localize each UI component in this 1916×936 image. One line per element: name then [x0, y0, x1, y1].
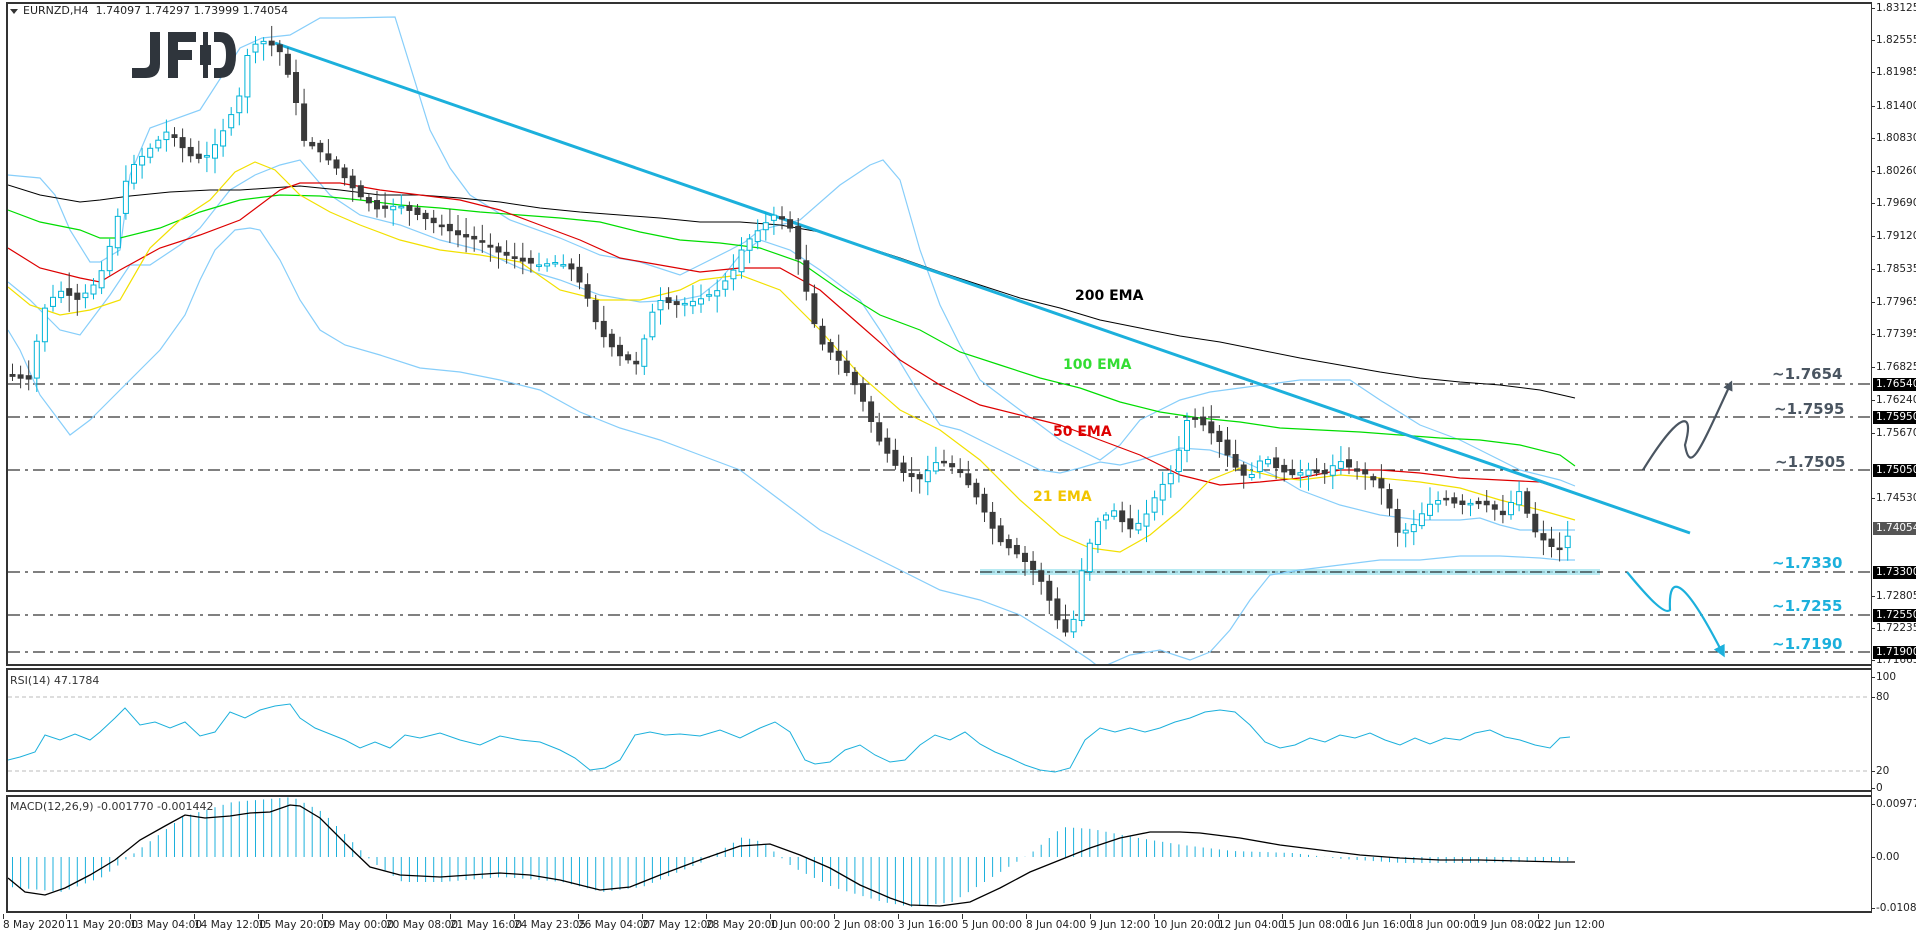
price-tick: 1.80830	[1870, 132, 1916, 144]
time-tick: 14 May 12:00	[194, 914, 267, 931]
time-tick: 3 Jun 16:00	[898, 914, 959, 931]
ohlc-values: 1.74097 1.74297 1.73999 1.74054	[95, 4, 289, 17]
ema21-label: 21 EMA	[1033, 489, 1092, 505]
time-tick: 12 Jun 04:00	[1218, 914, 1285, 931]
price-tick: 1.76240	[1870, 394, 1916, 406]
rsi-tick: 20	[1870, 765, 1890, 777]
level-price-label: 1.75950	[1873, 411, 1916, 424]
time-tick: 16 Jun 16:00	[1346, 914, 1413, 931]
price-tick: 1.72805	[1870, 590, 1916, 602]
ema50-label: 50 EMA	[1053, 424, 1112, 440]
resistance-2-label: ~1.7595	[1774, 400, 1845, 418]
price-tick: 1.77965	[1870, 296, 1916, 308]
time-tick: 1 Jun 00:00	[770, 914, 831, 931]
candlesticks	[9, 25, 1571, 638]
macd-tick: -0.010821	[1871, 902, 1916, 914]
price-tick: 1.83125	[1870, 2, 1916, 14]
macd-label: MACD(12,26,9) -0.001770 -0.001442	[10, 800, 214, 813]
time-tick: 21 May 16:00	[450, 914, 523, 931]
support-1-label: ~1.7330	[1772, 554, 1843, 572]
time-tick: 28 May 20:00	[706, 914, 779, 931]
time-tick: 10 Jun 20:00	[1154, 914, 1221, 931]
bearish-scenario-arrow	[1626, 571, 1725, 658]
price-axis-line	[1871, 2, 1872, 913]
time-tick: 2 Jun 08:00	[834, 914, 895, 931]
time-tick: 13 May 04:00	[130, 914, 203, 931]
price-tick: 1.81985	[1870, 66, 1916, 78]
time-tick: 20 May 08:00	[386, 914, 459, 931]
time-tick: 9 Jun 12:00	[1090, 914, 1151, 931]
time-tick: 15 May 20:00	[258, 914, 331, 931]
level-price-label: 1.72550	[1873, 609, 1916, 622]
level-price-label: 1.71900	[1873, 646, 1916, 659]
level-price-label: 1.73300	[1873, 566, 1916, 579]
symbol-label: EURNZD,H4	[23, 4, 89, 17]
time-tick: 22 Jun 12:00	[1538, 914, 1605, 931]
resistance-1-label: ~1.7654	[1772, 365, 1843, 383]
price-tick: 1.77395	[1870, 328, 1916, 340]
price-tick: 1.74530	[1870, 492, 1916, 504]
price-tick: 1.78535	[1870, 263, 1916, 275]
price-panel[interactable]	[6, 2, 1871, 666]
support-2-label: ~1.7255	[1772, 597, 1843, 615]
ema100-label: 100 EMA	[1063, 357, 1132, 373]
time-tick: 8 Jun 04:00	[1026, 914, 1087, 931]
rsi-tick: 0	[1871, 782, 1883, 794]
time-tick: 5 Jun 00:00	[962, 914, 1023, 931]
time-tick: 18 Jun 00:00	[1410, 914, 1477, 931]
price-tick: 1.76825	[1870, 361, 1916, 373]
time-tick: 19 Jun 08:00	[1474, 914, 1541, 931]
support-3-label: ~1.7190	[1772, 635, 1843, 653]
price-tick: 1.80260	[1870, 165, 1916, 177]
macd-tick: 0.009779	[1870, 798, 1916, 810]
bullish-scenario-arrow	[1642, 380, 1733, 471]
price-tick: 1.79120	[1870, 230, 1916, 242]
level-price-label: 1.76540	[1873, 378, 1916, 391]
price-tick: 1.81400	[1870, 100, 1916, 112]
time-tick: 8 May 2020	[3, 914, 65, 931]
rsi-tick: 80	[1870, 691, 1890, 703]
macd-tick: 0.00	[1870, 851, 1900, 863]
resistance-3-label: ~1.7505	[1775, 453, 1846, 471]
time-tick: 11 May 20:00	[66, 914, 139, 931]
level-price-label: 1.75050	[1873, 464, 1916, 477]
macd-panel[interactable]	[6, 795, 1871, 913]
chart-title[interactable]: EURNZD,H4 1.74097 1.74297 1.73999 1.7405…	[10, 4, 288, 17]
time-tick: 15 Jun 08:00	[1282, 914, 1349, 931]
ema200-label: 200 EMA	[1075, 288, 1144, 304]
time-tick: 26 May 04:00	[578, 914, 651, 931]
price-tick: 1.75670	[1870, 427, 1916, 439]
price-tick: 1.82555	[1870, 34, 1916, 46]
price-tick: 1.72235	[1870, 622, 1916, 634]
current-price-label: 1.74054	[1873, 522, 1916, 535]
price-tick: 1.79690	[1870, 197, 1916, 209]
rsi-label: RSI(14) 47.1784	[10, 674, 100, 687]
time-tick: 24 May 23:05	[514, 914, 587, 931]
time-tick: 27 May 12:00	[642, 914, 715, 931]
rsi-tick: 100	[1870, 671, 1897, 683]
dropdown-triangle-icon[interactable]	[10, 8, 18, 14]
time-tick: 19 May 00:00	[322, 914, 395, 931]
